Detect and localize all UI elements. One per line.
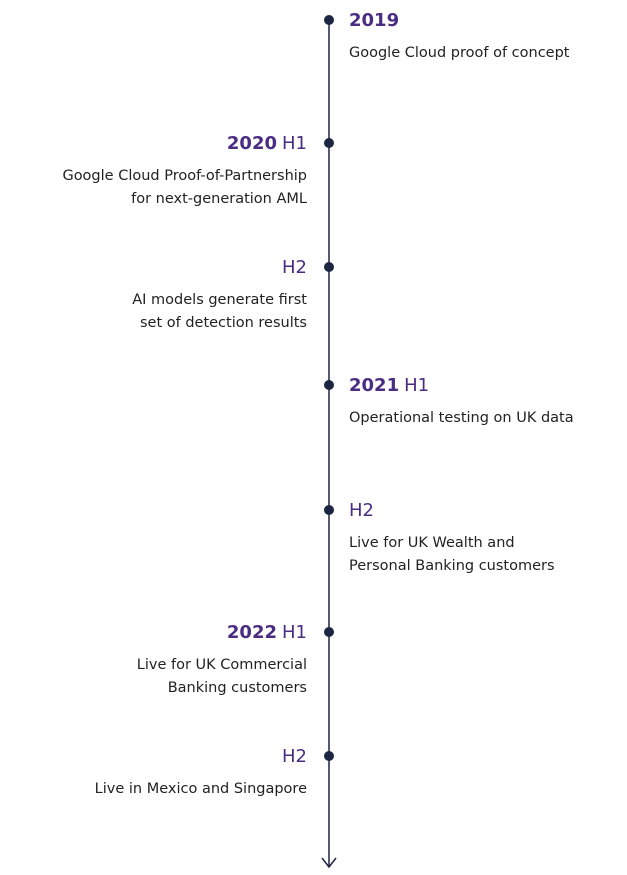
event-heading: H2 bbox=[282, 746, 307, 767]
event-heading: 2019 bbox=[349, 10, 399, 31]
event-half: H1 bbox=[404, 375, 429, 396]
event-description: Personal Banking customers bbox=[349, 558, 555, 574]
event-half: H2 bbox=[282, 746, 307, 767]
event-heading: 2022 H1 bbox=[227, 622, 307, 643]
event-year: 2022 bbox=[227, 622, 277, 643]
event-description: for next-generation AML bbox=[131, 191, 307, 207]
event-year: 2020 bbox=[227, 133, 277, 154]
timeline-dot bbox=[324, 138, 334, 148]
event-description: set of detection results bbox=[140, 315, 307, 331]
event-description: Google Cloud Proof-of-Partnership bbox=[62, 168, 307, 184]
timeline-arrow bbox=[321, 857, 337, 869]
event-heading: H2 bbox=[282, 257, 307, 278]
event-half: H2 bbox=[282, 257, 307, 278]
event-half: H2 bbox=[349, 500, 374, 521]
event-description: AI models generate first bbox=[132, 292, 307, 308]
timeline-dot bbox=[324, 505, 334, 515]
timeline-dot bbox=[324, 262, 334, 272]
timeline-dot bbox=[324, 380, 334, 390]
event-description: Live in Mexico and Singapore bbox=[95, 781, 307, 797]
event-description: Live for UK Commercial bbox=[137, 657, 307, 673]
event-year: 2021 bbox=[349, 375, 399, 396]
event-half: H1 bbox=[282, 622, 307, 643]
timeline-dot bbox=[324, 627, 334, 637]
event-description: Live for UK Wealth and bbox=[349, 535, 515, 551]
event-heading: 2020 H1 bbox=[227, 133, 307, 154]
event-heading: H2 bbox=[349, 500, 374, 521]
event-half: H1 bbox=[282, 133, 307, 154]
timeline-dot bbox=[324, 751, 334, 761]
event-description: Google Cloud proof of concept bbox=[349, 45, 570, 61]
timeline-dot bbox=[324, 15, 334, 25]
event-heading: 2021 H1 bbox=[349, 375, 429, 396]
event-description: Operational testing on UK data bbox=[349, 410, 574, 426]
event-description: Banking customers bbox=[168, 680, 307, 696]
event-year: 2019 bbox=[349, 10, 399, 31]
